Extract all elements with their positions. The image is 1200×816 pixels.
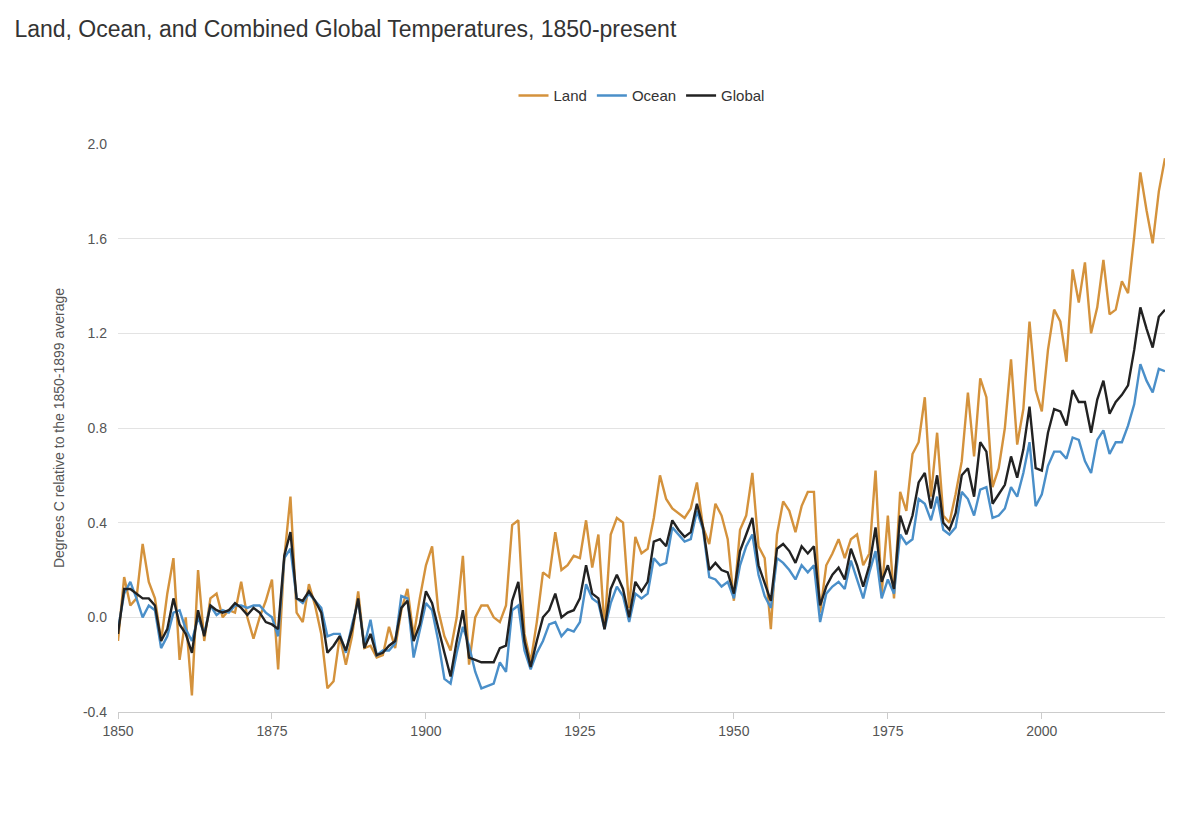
svg-text:1.2: 1.2 xyxy=(88,325,108,341)
svg-text:0.0: 0.0 xyxy=(88,609,108,625)
svg-text:1875: 1875 xyxy=(256,723,287,739)
svg-text:1950: 1950 xyxy=(718,723,749,739)
svg-text:2000: 2000 xyxy=(1026,723,1057,739)
svg-text:1975: 1975 xyxy=(872,723,903,739)
svg-text:1925: 1925 xyxy=(564,723,595,739)
svg-text:0.4: 0.4 xyxy=(88,515,108,531)
svg-text:2.0: 2.0 xyxy=(88,136,108,152)
svg-text:-0.4: -0.4 xyxy=(83,704,107,720)
svg-text:1.6: 1.6 xyxy=(88,231,108,247)
svg-text:Land, Ocean, and Combined Glob: Land, Ocean, and Combined Global Tempera… xyxy=(14,16,676,42)
svg-text:1850: 1850 xyxy=(102,723,133,739)
svg-text:0.8: 0.8 xyxy=(88,420,108,436)
svg-text:Degrees C relative to the 1850: Degrees C relative to the 1850-1899 aver… xyxy=(51,288,67,568)
svg-text:1900: 1900 xyxy=(410,723,441,739)
svg-text:Global: Global xyxy=(721,87,764,104)
svg-text:Land: Land xyxy=(554,87,587,104)
svg-text:Ocean: Ocean xyxy=(632,87,676,104)
